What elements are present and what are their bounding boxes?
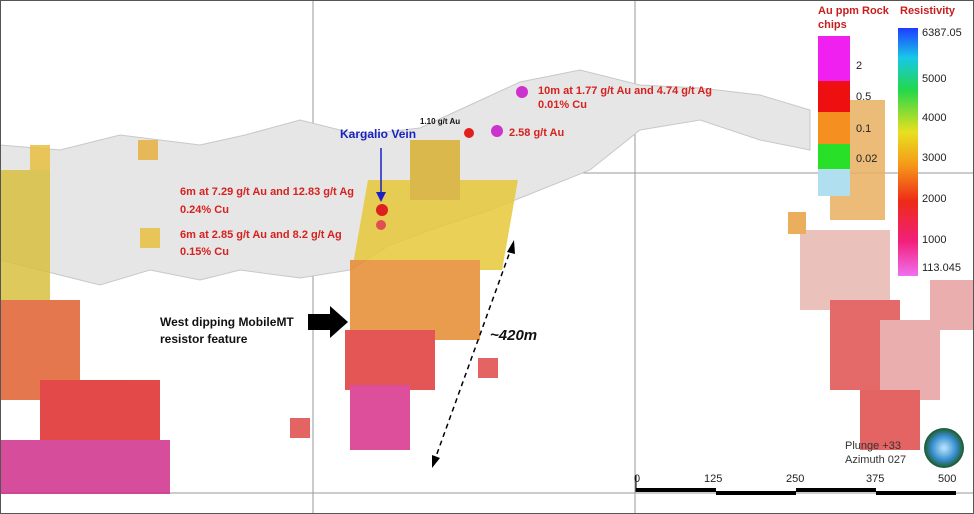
resistivity-legend-label: 6387.05 [922, 27, 962, 39]
resistivity-legend-label: 5000 [922, 73, 947, 85]
resistivity-legend-label: 1000 [922, 234, 947, 246]
au-legend-label: 0.1 [856, 123, 872, 135]
resistivity-legend-label: 113.045 [922, 262, 961, 274]
resistivity-legend-label: 4000 [922, 112, 947, 124]
annotation: resistor feature [160, 332, 248, 346]
au-legend [818, 36, 850, 196]
au-legend-label: 0.02 [856, 153, 878, 165]
legend-title: Au ppm Rock [818, 5, 889, 17]
resistivity-legend-label: 2000 [922, 193, 947, 205]
view-azimuth: Azimuth 027 [845, 454, 907, 466]
resistor-blocks [0, 100, 974, 494]
annotation: 0.15% Cu [180, 246, 229, 258]
au-legend-label: 2 [856, 60, 863, 72]
scale-bar-label: 0 [634, 473, 641, 485]
scale-bar [635, 475, 956, 495]
legend-title: chips [818, 19, 847, 31]
feature-arrow [308, 306, 348, 338]
terrain-surface [0, 69, 811, 286]
resistivity-bar [898, 28, 918, 276]
scale-bar-label: 250 [786, 473, 805, 485]
annotation: 6m at 2.85 g/t Au and 8.2 g/t Ag [180, 229, 342, 241]
sample-points [376, 86, 528, 230]
scale-bar-label: 375 [866, 473, 885, 485]
annotation: West dipping MobileMT [160, 315, 294, 329]
scale-bar-label: 125 [704, 473, 723, 485]
annotation: ~420m [490, 327, 538, 344]
annotation: 6m at 7.29 g/t Au and 12.83 g/t Ag [180, 186, 355, 198]
annotation: 10m at 1.77 g/t Au and 4.74 g/t Ag [538, 85, 713, 97]
vein-pointer-head [376, 192, 386, 202]
resistivity-legend-label: 3000 [922, 152, 947, 164]
legend-title: Resistivity [900, 5, 956, 17]
au-legend-label: 0.5 [856, 91, 872, 103]
scale-bar-label: 500 [938, 473, 957, 485]
annotation: 0.24% Cu [180, 204, 229, 216]
length-arrow [433, 245, 513, 463]
annotation: 2.58 g/t Au [509, 127, 565, 139]
annotation: 0.01% Cu [538, 99, 587, 111]
annotation: Kargalio Vein [340, 127, 417, 141]
view-plunge: Plunge +33 [845, 440, 901, 452]
annotation: 1.10 g/t Au [420, 117, 461, 126]
orientation-globe [924, 428, 964, 468]
